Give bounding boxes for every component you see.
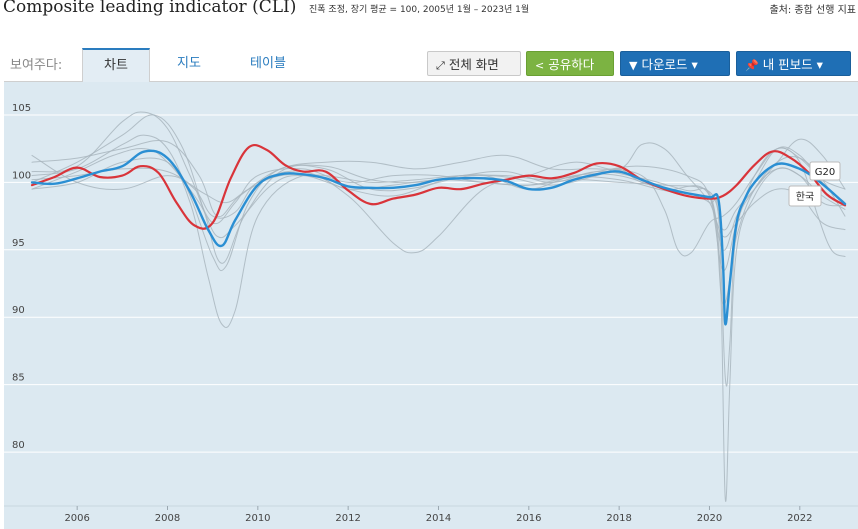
source-link[interactable]: 출처: 종합 선행 지표 [769,5,856,16]
series-end-label: 한국 [796,191,814,203]
y-tick-label: 80 [12,440,25,451]
y-tick-label: 105 [12,103,31,114]
share-button[interactable]: < 공유하다 [526,51,614,76]
series-line-c7 [31,147,846,271]
tab-map[interactable]: 지도 [177,56,201,71]
download-icon: ▼ [629,59,638,72]
line-chart: 80 85 90 95 100 105 2006 2008 2010 2012 2014 2016 20… [4,103,858,524]
title-row: Composite leading indicator (CLI) 진폭 조정,… [0,0,858,22]
download-label: 다운로드 ▾ [641,57,698,72]
view-label: 보여주다: [10,58,63,73]
x-tick-label: 2012 [335,513,360,524]
series-line-c4 [31,142,846,254]
series-end-label-box [809,161,841,181]
view-toolbar: 보여주다: 차트 지도 테이블 ⤢ 전체 화면 < 공유하다 ▼ 다운로드 ▾ 📌 내 … [4,46,858,83]
tab-table[interactable]: 테이블 [250,56,286,71]
series-end-label: G20 [815,167,835,178]
fullscreen-label: 전체 화면 [448,57,499,72]
series-line-c8 [31,111,846,231]
x-tick-label: 2018 [606,513,631,524]
x-tick-label: 2014 [426,513,451,524]
y-tick-label: 95 [12,238,25,249]
series-line-c5 [31,140,846,257]
tab-chart[interactable]: 차트 [82,48,150,83]
x-tick-label: 2022 [787,513,812,524]
dashboard-button[interactable]: 📌 내 핀보드 ▾ [736,51,851,76]
y-tick-label: 85 [12,373,25,384]
share-label: 공유하다 [548,57,595,72]
x-tick-label: 2020 [697,513,722,524]
y-tick-label: 100 [12,170,31,181]
dashboard-label: 내 핀보드 ▾ [762,57,823,72]
chart-title: Composite leading indicator (CLI) [3,0,297,17]
series-line-G20 [30,149,847,326]
chart-area: 80 85 90 95 100 105 2006 2008 2010 2012 2014 2016 20… [4,82,858,529]
fullscreen-icon: ⤢ [436,59,445,72]
x-tick-label: 2010 [245,513,270,524]
x-tick-label: 2006 [64,513,89,524]
pin-icon: 📌 [745,59,759,72]
x-tick-label: 2016 [516,513,541,524]
x-tick-label: 2008 [155,513,180,524]
series-end-label-box [788,185,822,207]
fullscreen-button[interactable]: ⤢ 전체 화면 [427,51,521,76]
chart-subtitle: 진폭 조정, 장기 평균 = 100, 2005년 1월 – 2023년 1월 [309,5,530,15]
series-line-한국 [30,143,847,230]
share-icon: < [535,59,545,72]
download-button[interactable]: ▼ 다운로드 ▾ [620,51,730,76]
y-tick-label: 90 [12,305,25,316]
